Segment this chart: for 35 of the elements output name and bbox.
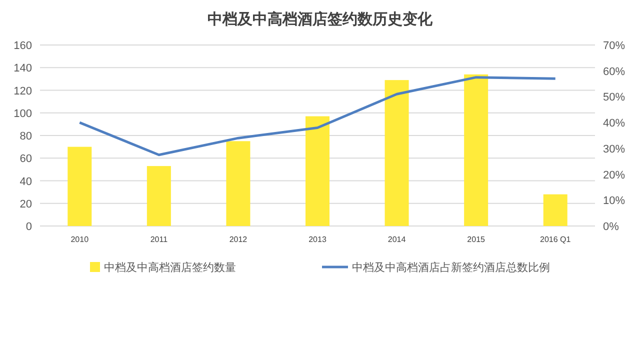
legend-label: 中档及中高档酒店签约数量 [104, 261, 236, 274]
y-tick-label: 20 [20, 198, 32, 210]
y-tick-label: 80 [20, 130, 32, 142]
x-tick-label: 2013 [308, 235, 327, 244]
x-tick-label: 2012 [229, 235, 248, 244]
bar [306, 116, 330, 226]
bar [68, 146, 92, 226]
y2-tick-label: 0% [603, 221, 620, 233]
y2-tick-label: 60% [603, 66, 626, 78]
x-tick-label: 2014 [388, 235, 406, 244]
y2-tick-label: 50% [603, 92, 626, 104]
bar [146, 166, 171, 226]
y-tick-label: 0 [26, 221, 32, 233]
bar [543, 194, 568, 226]
y-tick-label: 160 [14, 40, 32, 52]
y2-tick-label: 40% [603, 118, 626, 130]
x-tick-label: 2011 [150, 235, 168, 244]
y-tick-label: 40 [20, 176, 32, 188]
y-tick-label: 60 [20, 153, 32, 166]
y2-tick-label: 10% [603, 195, 626, 208]
y-tick-label: 120 [14, 85, 32, 98]
x-tick-label: 2010 [70, 235, 90, 244]
y-tick-label: 100 [14, 108, 32, 120]
y2-tick-label: 20% [603, 169, 626, 182]
bar [226, 141, 250, 226]
y2-tick-label: 30% [603, 143, 626, 156]
y-tick-label: 140 [14, 62, 32, 75]
bar [384, 80, 409, 226]
line-series [78, 76, 557, 156]
bar [464, 74, 488, 226]
y2-tick-label: 70% [603, 40, 626, 52]
x-tick-label: 2016 Q1 [540, 235, 572, 244]
x-tick-label: 2015 [467, 235, 486, 244]
chart-title: 中档及中高档酒店签约数历史变化 [208, 10, 434, 28]
legend-label: 中档及中高档酒店占新签约酒店总数比例 [352, 261, 550, 274]
